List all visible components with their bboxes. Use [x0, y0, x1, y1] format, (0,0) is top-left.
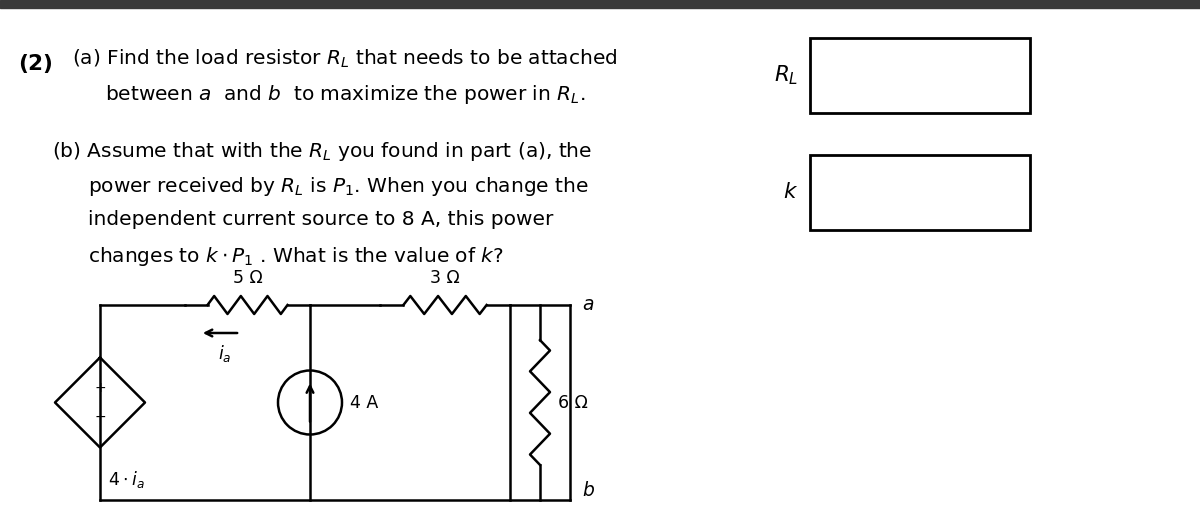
- FancyBboxPatch shape: [810, 38, 1030, 113]
- Text: $k$: $k$: [782, 182, 798, 202]
- Text: 4 A: 4 A: [350, 393, 378, 411]
- Text: 6 Ω: 6 Ω: [558, 393, 588, 411]
- Text: between $a$  and $b$  to maximize the power in $R_L$.: between $a$ and $b$ to maximize the powe…: [106, 83, 586, 106]
- Text: $b$: $b$: [582, 481, 595, 500]
- Text: (b) Assume that with the $R_L$ you found in part (a), the: (b) Assume that with the $R_L$ you found…: [52, 140, 592, 163]
- Text: changes to $k \cdot P_1$ . What is the value of $k$?: changes to $k \cdot P_1$ . What is the v…: [88, 245, 504, 268]
- Text: $a$: $a$: [582, 296, 594, 314]
- Text: 5 Ω: 5 Ω: [233, 269, 263, 287]
- Text: $R_L$: $R_L$: [774, 64, 798, 87]
- Text: $4 \cdot i_a$: $4 \cdot i_a$: [108, 470, 145, 490]
- Bar: [0, 0, 1200, 8]
- Text: independent current source to 8 A, this power: independent current source to 8 A, this …: [88, 210, 553, 229]
- Text: (a) Find the load resistor $R_L$ that needs to be attached: (a) Find the load resistor $R_L$ that ne…: [72, 48, 617, 70]
- FancyBboxPatch shape: [810, 155, 1030, 230]
- Text: power received by $R_L$ is $P_1$. When you change the: power received by $R_L$ is $P_1$. When y…: [88, 175, 588, 198]
- Text: 3 Ω: 3 Ω: [430, 269, 460, 287]
- Text: +: +: [94, 382, 106, 395]
- Text: $\mathbf{(2)}$: $\mathbf{(2)}$: [18, 52, 53, 75]
- Text: $i_a$: $i_a$: [218, 343, 232, 364]
- Text: −: −: [94, 410, 106, 423]
